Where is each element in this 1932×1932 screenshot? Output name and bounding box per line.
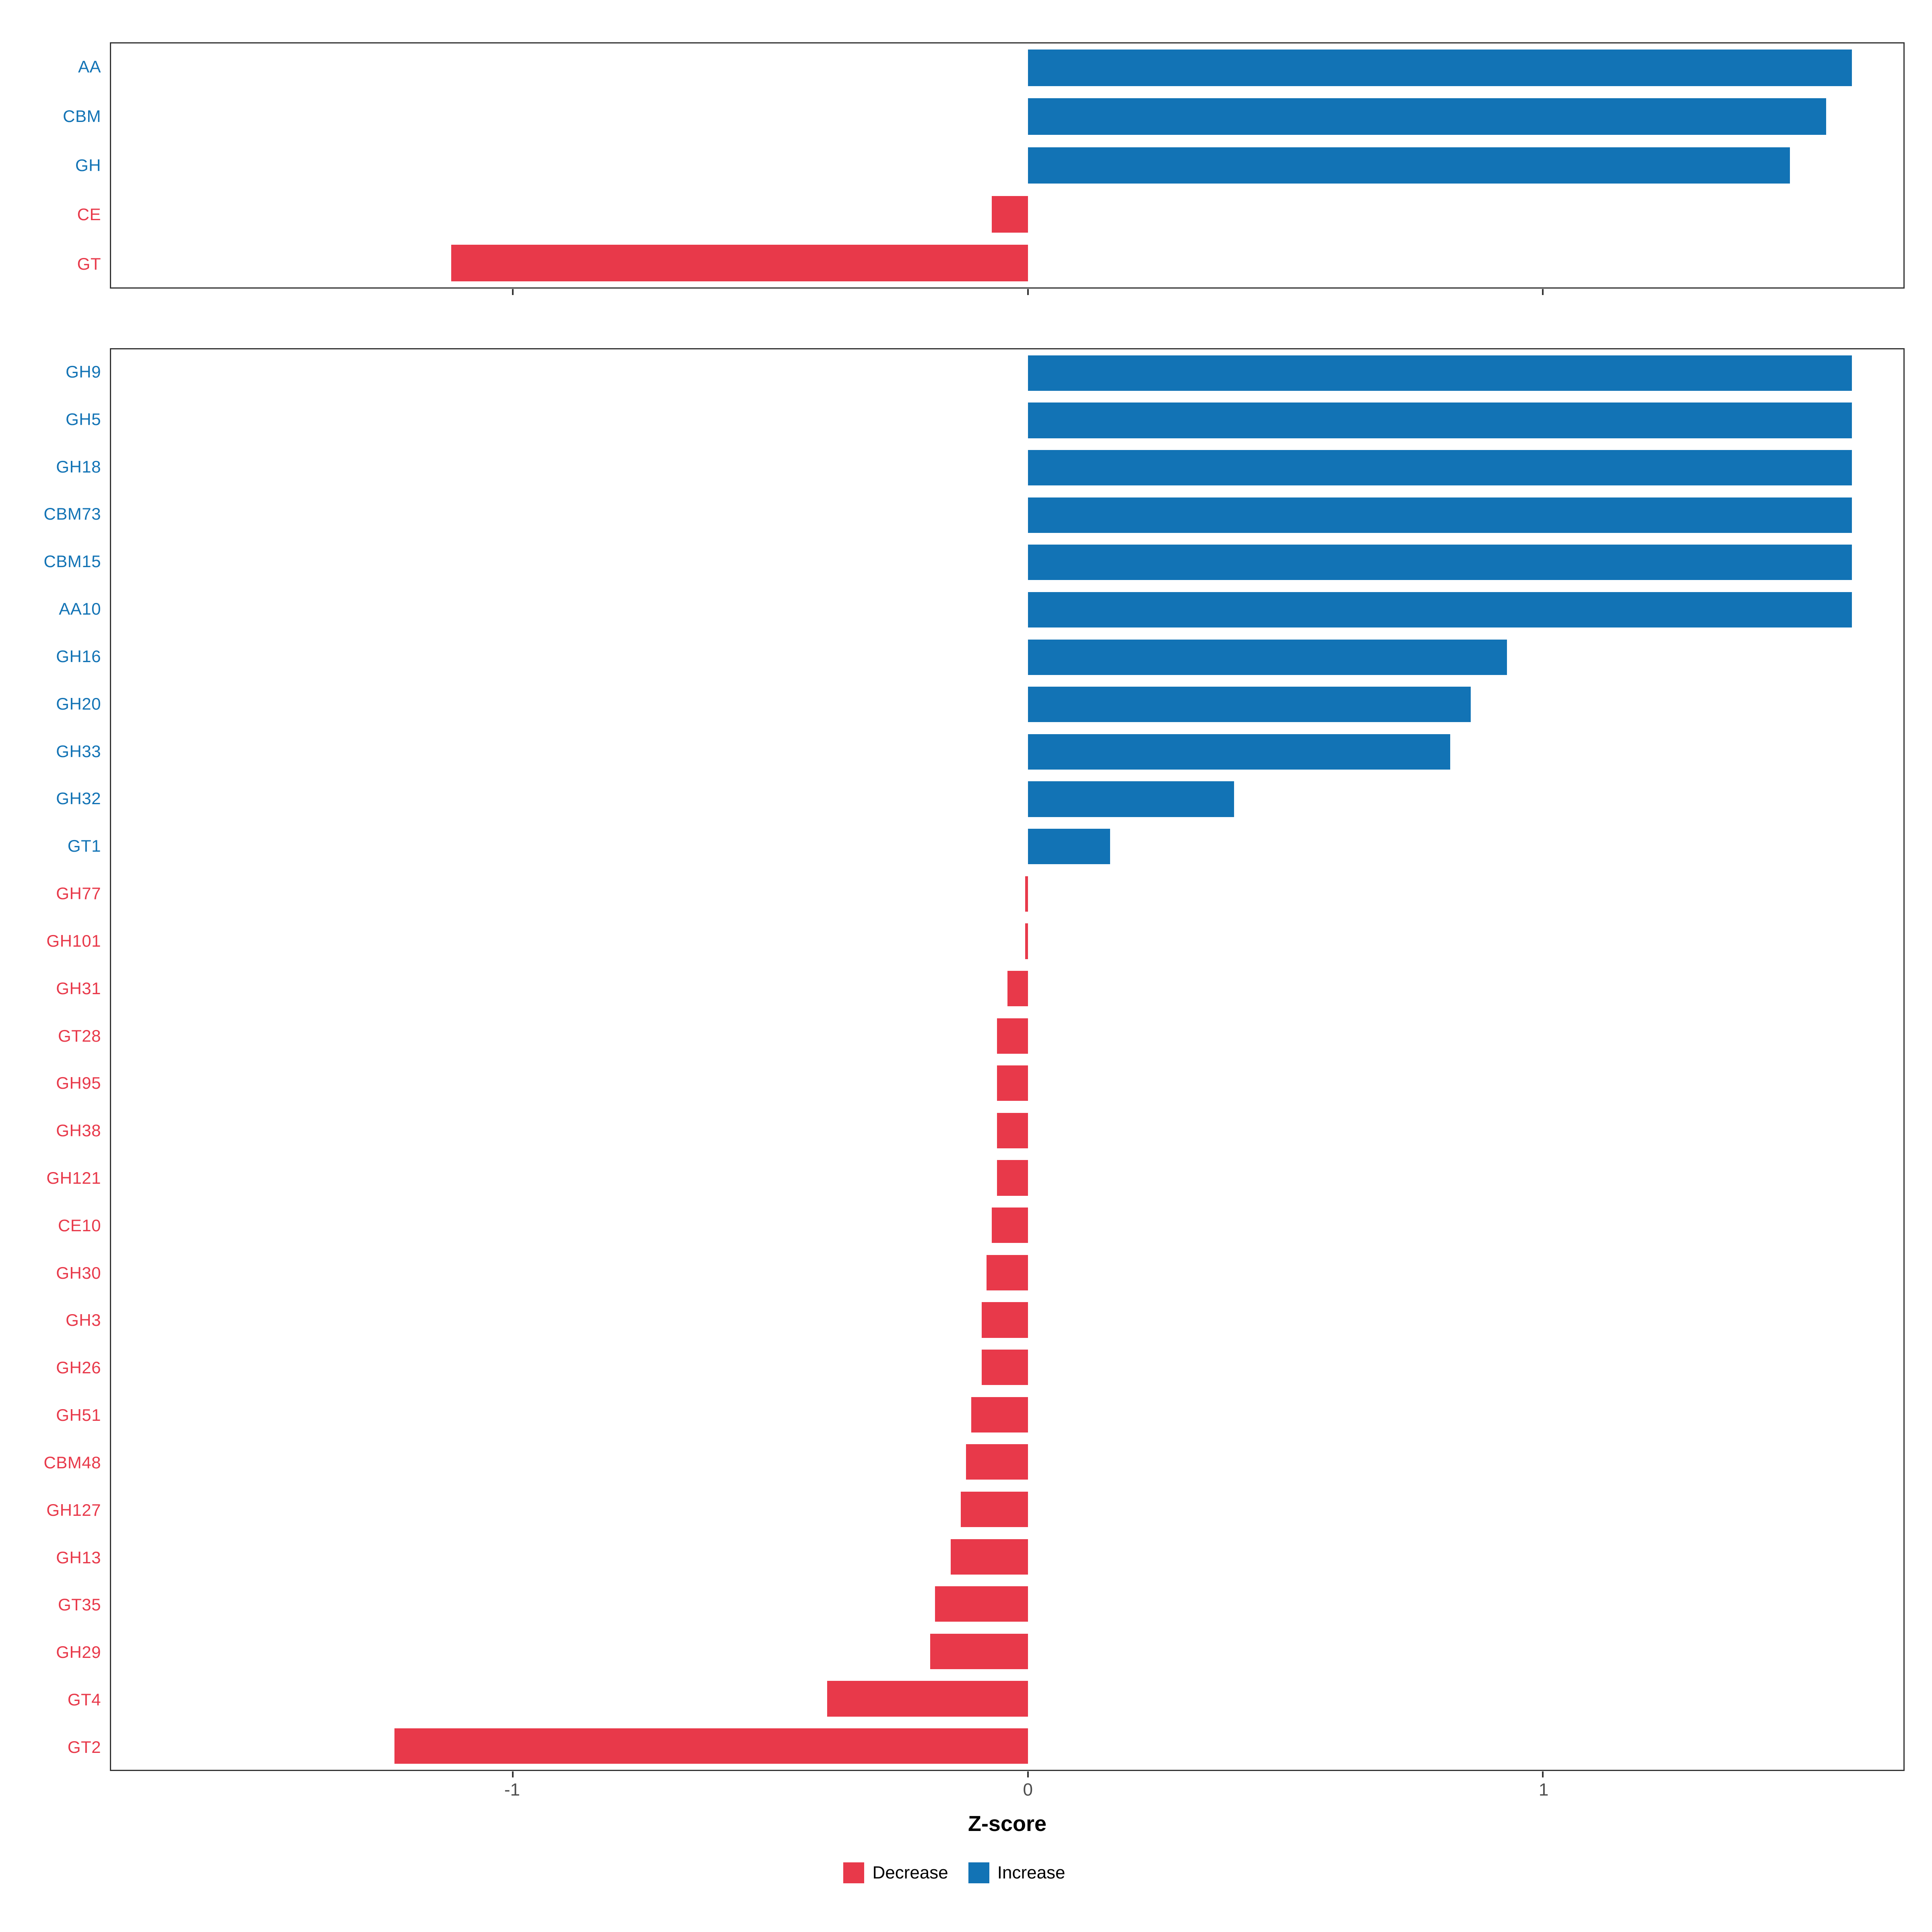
bar-gh5 <box>1028 402 1852 438</box>
y-axis-label-gh: GH <box>75 156 101 175</box>
bar-gt28 <box>997 1018 1028 1054</box>
bar-gh127 <box>961 1491 1028 1527</box>
y-axis-label-gh33: GH33 <box>56 741 101 761</box>
y-axis-label-gh121: GH121 <box>46 1168 101 1187</box>
bar-gt4 <box>827 1681 1028 1717</box>
bar-aa10 <box>1028 592 1852 628</box>
bar-cbm15 <box>1028 545 1852 580</box>
y-axis-label-gh31: GH31 <box>56 978 101 998</box>
bar-gt35 <box>935 1586 1028 1622</box>
y-axis-label-gh13: GH13 <box>56 1548 101 1567</box>
bar-gh29 <box>930 1633 1028 1670</box>
x-axis-tick-label-1: 1 <box>1538 1780 1549 1800</box>
y-axis-label-gh16: GH16 <box>56 646 101 666</box>
bar-ce <box>992 196 1028 233</box>
bar-gh33 <box>1028 734 1450 770</box>
x-axis-tick-mark-0 <box>1027 289 1029 295</box>
y-axis-label-gh127: GH127 <box>46 1500 101 1519</box>
top-chart-row: AA CBM GH CE GT <box>4 42 1905 295</box>
legend-label-decrease: Decrease <box>872 1863 948 1882</box>
y-axis-label-aa10: AA10 <box>59 599 101 619</box>
bar-gt1 <box>1028 829 1110 865</box>
y-axis-label-gh101: GH101 <box>46 931 101 950</box>
y-axis-label-gh9: GH9 <box>66 362 101 381</box>
x-axis-tick-labels: -1 0 1 <box>110 1780 1905 1809</box>
top-panel-y-axis-labels: AA CBM GH CE GT <box>4 42 110 289</box>
y-axis-label-gh51: GH51 <box>56 1406 101 1425</box>
y-axis-label-gh26: GH26 <box>56 1358 101 1377</box>
x-axis-tick-mark-0 <box>1027 1771 1029 1777</box>
bar-gh77 <box>1025 876 1028 912</box>
y-axis-label-gt4: GT4 <box>67 1690 101 1709</box>
bottom-chart-row: GH9 GH5 GH18 CBM73 CBM15 AA10 GH16 GH20 GH33 GH32… <box>4 348 1905 1777</box>
x-axis-tick-label-0: 0 <box>1023 1780 1033 1800</box>
bottom-panel-y-axis-labels: GH9 GH5 GH18 CBM73 CBM15 AA10 GH16 GH20 GH33 GH32… <box>4 348 110 1771</box>
legend-label-increase: Increase <box>997 1863 1065 1882</box>
y-axis-label-gh5: GH5 <box>66 409 101 429</box>
x-axis-tick-mark--1 <box>512 1771 514 1777</box>
y-axis-label-cbm73: CBM73 <box>43 504 101 524</box>
x-axis-tick-mark-1 <box>1542 289 1544 295</box>
top-panel-plot-area <box>110 42 1905 295</box>
bar-cbm73 <box>1028 497 1852 533</box>
y-axis-label-ce10: CE10 <box>58 1216 101 1235</box>
bar-gh3 <box>981 1302 1028 1338</box>
bar-gh18 <box>1028 450 1852 486</box>
bar-gh121 <box>997 1160 1028 1196</box>
bar-cbm48 <box>966 1444 1028 1480</box>
x-axis-tick-mark-1 <box>1542 1771 1544 1777</box>
bar-gh20 <box>1028 687 1471 722</box>
y-axis-label-gh95: GH95 <box>56 1073 101 1093</box>
x-axis-tick-label--1: -1 <box>504 1780 520 1800</box>
y-axis-label-gh18: GH18 <box>56 457 101 476</box>
bar-gh31 <box>1007 970 1028 1007</box>
panel-gap <box>4 289 1905 348</box>
bar-aa <box>1028 50 1852 87</box>
bar-ce10 <box>992 1208 1028 1243</box>
bar-gh38 <box>997 1113 1028 1149</box>
y-axis-label-gt28: GT28 <box>58 1026 101 1045</box>
y-axis-label-gt: GT <box>77 254 101 273</box>
bar-gh9 <box>1028 355 1852 391</box>
y-axis-label-cbm48: CBM48 <box>43 1453 101 1472</box>
y-axis-label-cbm: CBM <box>63 106 101 126</box>
bar-cbm <box>1028 98 1827 135</box>
bar-gh51 <box>971 1397 1028 1432</box>
bar-gh95 <box>997 1065 1028 1101</box>
legend: Decrease Increase <box>4 1862 1905 1883</box>
y-axis-label-gh30: GH30 <box>56 1263 101 1282</box>
bar-gt2 <box>394 1728 1028 1764</box>
x-axis-tick-mark--1 <box>512 289 514 295</box>
y-axis-label-gh38: GH38 <box>56 1121 101 1140</box>
bar-gh30 <box>987 1255 1028 1290</box>
y-axis-label-gt35: GT35 <box>58 1595 101 1614</box>
x-axis-title: Z-score <box>968 1812 1047 1836</box>
y-axis-label-gh77: GH77 <box>56 884 101 903</box>
y-axis-label-gt2: GT2 <box>67 1737 101 1757</box>
legend-swatch-decrease <box>843 1862 865 1883</box>
y-axis-label-gh20: GH20 <box>56 694 101 713</box>
bar-gh26 <box>981 1350 1028 1385</box>
bar-gh13 <box>950 1539 1028 1575</box>
y-axis-label-ce: CE <box>77 205 101 224</box>
bar-gh16 <box>1028 639 1507 675</box>
y-axis-label-aa: AA <box>78 57 101 76</box>
legend-item-decrease: Decrease <box>843 1862 948 1883</box>
bar-gt <box>451 244 1028 281</box>
y-axis-label-gt1: GT1 <box>67 836 101 856</box>
bar-gh <box>1028 147 1790 184</box>
y-axis-label-gh29: GH29 <box>56 1643 101 1662</box>
y-axis-label-gh3: GH3 <box>66 1311 101 1330</box>
legend-item-increase: Increase <box>968 1862 1065 1883</box>
y-axis-label-gh32: GH32 <box>56 789 101 808</box>
legend-swatch-increase <box>968 1862 989 1883</box>
bar-gh101 <box>1025 923 1028 959</box>
bar-gh32 <box>1028 781 1234 817</box>
y-axis-label-cbm15: CBM15 <box>43 552 101 571</box>
bottom-panel-plot-area <box>110 348 1905 1777</box>
